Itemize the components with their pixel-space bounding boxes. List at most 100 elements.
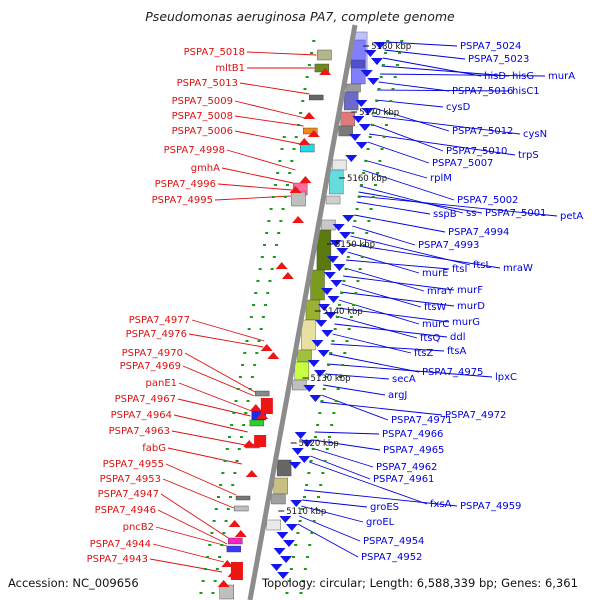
minus-strand-gene-arrow	[329, 240, 342, 247]
right-label-leader	[356, 201, 431, 215]
guide-dot	[249, 316, 253, 318]
guide-dot	[216, 496, 220, 498]
minus-strand-gene-arrow	[367, 78, 380, 85]
minus-strand-gene-arrow	[270, 564, 283, 571]
right-label-leader	[328, 353, 420, 373]
guide-dot	[312, 40, 316, 42]
guide-dot	[224, 520, 228, 522]
left-label-leader	[234, 100, 306, 119]
left-gene-label-pspa7-4963: PSPA7_4963	[109, 426, 170, 437]
guide-dot	[341, 364, 345, 366]
left-label-leader	[149, 558, 223, 573]
right-label-leader	[359, 185, 464, 214]
minus-strand-gene-arrow	[336, 248, 349, 255]
guide-dot	[275, 244, 279, 246]
right-label-leader	[370, 123, 444, 152]
gene-feature-band	[338, 125, 353, 137]
guide-dot	[264, 304, 268, 306]
guide-dot	[268, 280, 272, 282]
gene-feature-band	[316, 229, 332, 271]
minus-strand-gene-arrow	[318, 304, 331, 311]
right-label-leader	[343, 275, 455, 291]
left-gene-label-mltb1: mltB1	[215, 63, 245, 74]
guide-dot	[314, 508, 318, 510]
guide-dot	[231, 484, 235, 486]
guide-dot	[360, 256, 364, 258]
guide-dot	[370, 124, 374, 126]
gene-feature-block	[309, 94, 324, 101]
plus-strand-gene-arrow	[292, 216, 305, 223]
scale-tick-layer: 5180 kbp 5170 kbp 5160 kbp 5150 kbp 5140 kbp…	[278, 42, 411, 517]
minus-strand-gene-arrow	[298, 456, 311, 463]
right-gene-label-hisc1: hisC1	[512, 86, 540, 97]
left-label-leader	[234, 130, 301, 145]
right-label-leader	[381, 65, 510, 77]
plus-strand-gene-arrow	[249, 404, 262, 411]
guide-dot	[371, 196, 375, 198]
guide-dot	[375, 100, 379, 102]
guide-dot	[331, 340, 335, 342]
guide-dot	[254, 292, 258, 294]
right-gene-label-pspa7-5024: PSPA7_5024	[460, 41, 521, 52]
right-label-leader	[335, 315, 418, 339]
guide-dot	[320, 400, 324, 402]
minus-strand-gene-arrow	[360, 70, 373, 77]
left-label-leader	[178, 382, 252, 412]
guide-dot	[242, 424, 246, 426]
left-gene-label-pspa7-4976: PSPA7_4976	[126, 329, 187, 340]
guide-dot	[332, 412, 336, 414]
guide-dot	[270, 268, 274, 270]
guide-dot	[344, 268, 348, 270]
left-label-leader	[184, 352, 256, 393]
guide-dot	[353, 220, 357, 222]
minus-strand-gene-arrow	[370, 58, 383, 65]
right-label-leader	[304, 489, 458, 507]
left-gene-label-pspa7-5008: PSPA7_5008	[172, 111, 233, 122]
plus-strand-gene-arrow	[243, 440, 256, 447]
guide-dot	[271, 196, 275, 198]
minus-strand-gene-arrow	[276, 532, 289, 539]
guide-dot	[308, 544, 312, 546]
guide-dot	[377, 88, 381, 90]
guide-dot	[359, 184, 363, 186]
guide-dot	[327, 436, 331, 438]
guide-dot	[352, 304, 356, 306]
gene-feature-block	[226, 545, 242, 553]
guide-dot	[243, 352, 247, 354]
left-label-leader	[152, 543, 225, 563]
minus-strand-gene-arrow	[333, 264, 346, 271]
minus-strand-gene-arrow	[294, 432, 307, 439]
left-gene-label-fabg: fabG	[142, 443, 166, 454]
left-label-leader	[167, 447, 242, 465]
left-label-leader	[226, 149, 296, 171]
right-gene-label-pspa7-4954: PSPA7_4954	[363, 536, 424, 547]
minus-strand-gene-arrow	[303, 385, 316, 392]
right-label-leader	[337, 307, 450, 323]
right-label-leader	[314, 431, 380, 435]
minus-strand-gene-arrow	[355, 100, 368, 107]
guide-dot	[248, 388, 252, 390]
gene-band-layer	[219, 31, 368, 600]
guide-dot	[391, 88, 395, 90]
minus-strand-gene-arrow	[324, 312, 337, 319]
minus-strand-gene-arrow	[355, 142, 368, 149]
guide-dot	[288, 172, 292, 174]
right-gene-label-mray: mraY	[427, 286, 454, 297]
right-label-leader	[323, 384, 386, 396]
guide-dot	[208, 544, 212, 546]
guide-dot	[246, 400, 250, 402]
minus-strand-gene-arrow	[307, 360, 320, 367]
left-gene-label-pspa7-4970: PSPA7_4970	[122, 348, 183, 359]
right-gene-label-hisg: hisG	[512, 71, 534, 82]
plus-strand-gene-arrow	[319, 68, 332, 75]
guide-dot	[335, 316, 339, 318]
right-gene-label-pspa7-5010: PSPA7_5010	[446, 146, 507, 157]
guide-dot	[301, 580, 305, 582]
left-gene-label-pane1: panE1	[146, 378, 178, 389]
plus-strand-gene-arrow	[281, 272, 294, 279]
guide-dot	[330, 424, 334, 426]
guide-dot	[313, 436, 317, 438]
left-label-leader	[191, 319, 265, 342]
guide-dot	[199, 592, 203, 594]
right-gene-label-murc: murC	[422, 319, 449, 330]
